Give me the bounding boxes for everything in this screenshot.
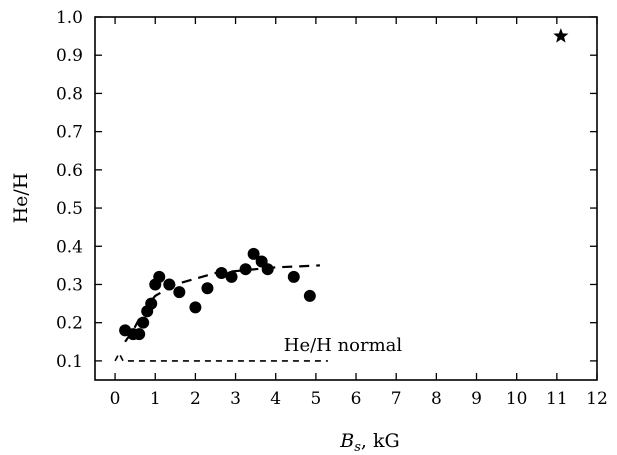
annotations: He/H normal bbox=[284, 335, 403, 356]
x-tick-label: 11 bbox=[546, 389, 568, 409]
x-tick-label: 12 bbox=[586, 389, 608, 409]
x-tick-label: 6 bbox=[351, 389, 362, 409]
x-axis-label-main: B bbox=[339, 430, 354, 452]
normal-level-line bbox=[114, 351, 328, 362]
data-point bbox=[153, 270, 166, 283]
x-tick-label: 9 bbox=[471, 389, 482, 409]
data-point bbox=[145, 297, 158, 310]
trend-line bbox=[124, 264, 320, 343]
star-marker bbox=[553, 28, 569, 43]
plot-frame bbox=[94, 16, 598, 381]
y-tick-label: 0.4 bbox=[56, 237, 83, 257]
x-tick-label: 5 bbox=[310, 389, 321, 409]
data-point bbox=[173, 286, 186, 299]
y-tick-label: 1.0 bbox=[56, 8, 83, 28]
x-axis-label-sub: s bbox=[354, 440, 361, 455]
data-point bbox=[201, 282, 214, 295]
x-tick-label: 8 bbox=[431, 389, 442, 409]
y-tick-label: 0.7 bbox=[56, 123, 83, 143]
data-point bbox=[247, 247, 260, 260]
x-tick-label: 1 bbox=[150, 389, 161, 409]
x-tick-label: 10 bbox=[506, 389, 528, 409]
y-tick-label: 0.8 bbox=[56, 84, 83, 104]
y-tick-label: 0.9 bbox=[56, 46, 83, 66]
data-point bbox=[303, 289, 316, 302]
y-tick-label: 0.6 bbox=[56, 161, 83, 181]
data-point bbox=[137, 316, 150, 329]
y-axis-label: He/H bbox=[10, 173, 32, 224]
axes bbox=[94, 16, 598, 381]
y-tick-label: 0.5 bbox=[56, 199, 83, 219]
points bbox=[119, 28, 569, 341]
data-point bbox=[189, 301, 202, 314]
data-point bbox=[215, 267, 228, 280]
x-tick-label: 3 bbox=[230, 389, 241, 409]
y-tick-label: 0.3 bbox=[56, 275, 83, 295]
data-point bbox=[225, 270, 238, 283]
y-tick-label: 0.1 bbox=[56, 352, 83, 372]
data-point bbox=[287, 270, 300, 283]
annotation: He/H normal bbox=[284, 335, 403, 356]
data-point bbox=[163, 278, 176, 291]
x-tick-label: 4 bbox=[270, 389, 281, 409]
x-tick-label: 7 bbox=[391, 389, 402, 409]
x-ticks: 0 1 2 3 4 5 6 7 8 9 10 11 12 bbox=[110, 17, 608, 409]
y-ticks: 0.1 0.2 0.3 0.4 0.5 0.6 0.7 0.8 0.9 1.0 bbox=[56, 8, 597, 372]
data-point bbox=[133, 328, 146, 341]
x-tick-label: 0 bbox=[110, 389, 121, 409]
y-tick-label: 0.2 bbox=[56, 314, 83, 334]
x-axis-label: Bs, kG bbox=[339, 430, 399, 455]
x-axis-label-unit: , kG bbox=[361, 430, 400, 452]
x-tick-label: 2 bbox=[190, 389, 201, 409]
lines bbox=[114, 264, 328, 362]
data-point bbox=[261, 263, 274, 276]
data-point bbox=[239, 263, 252, 276]
